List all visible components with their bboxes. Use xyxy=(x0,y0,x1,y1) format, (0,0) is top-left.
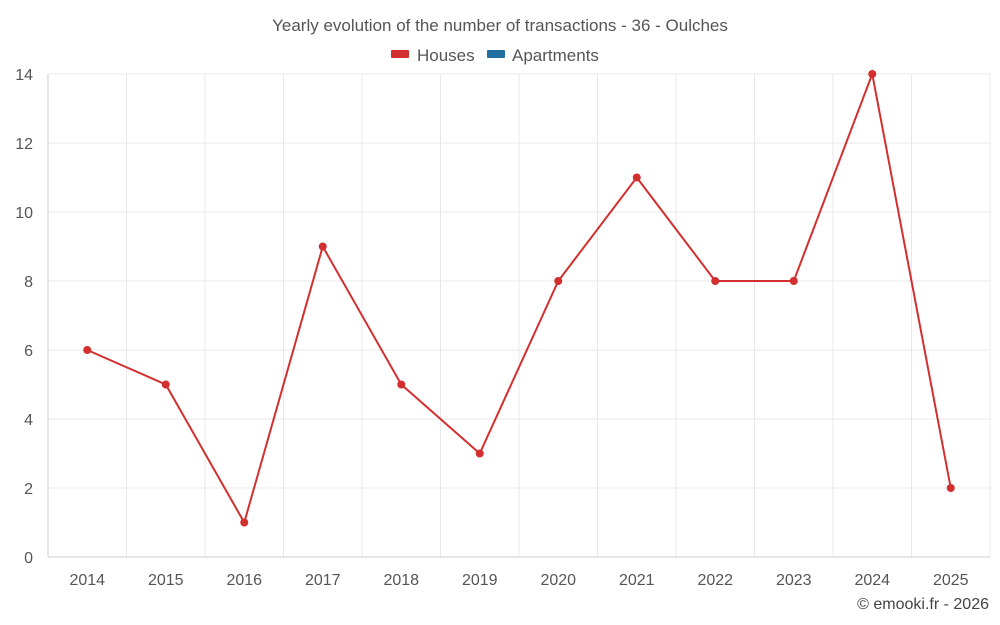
series-line-houses xyxy=(86,73,952,524)
x-tick-label: 2020 xyxy=(540,572,576,589)
y-tick-label: 2 xyxy=(24,481,33,498)
data-point-houses-2014[interactable] xyxy=(83,346,92,354)
grid xyxy=(47,73,991,557)
y-tick-label: 14 xyxy=(15,67,33,84)
y-tick-label: 8 xyxy=(24,274,33,291)
legend-swatch-apartments xyxy=(487,50,505,58)
x-tick-label: 2015 xyxy=(148,572,184,589)
data-point-houses-2024[interactable] xyxy=(868,70,877,78)
data-point-houses-2017[interactable] xyxy=(318,242,327,251)
data-point-houses-2021[interactable] xyxy=(632,173,641,182)
data-point-houses-2022[interactable] xyxy=(711,277,720,285)
series-layer xyxy=(83,70,955,527)
legend-label-houses[interactable]: Houses xyxy=(417,46,475,65)
chart-title: Yearly evolution of the number of transa… xyxy=(272,16,728,35)
x-axis: 2014 2015 2016 2017 2018 2019 2020 2021 2022 2023… xyxy=(48,556,990,589)
x-tick-label: 2023 xyxy=(776,572,812,589)
data-point-houses-2020[interactable] xyxy=(554,277,563,285)
data-point-houses-2015[interactable] xyxy=(161,380,170,389)
y-tick-label: 6 xyxy=(24,343,33,360)
data-point-houses-2025[interactable] xyxy=(946,484,955,492)
x-tick-label: 2016 xyxy=(226,572,262,589)
data-point-houses-2019[interactable] xyxy=(475,449,484,458)
data-point-houses-2023[interactable] xyxy=(789,277,798,285)
x-tick-label: 2014 xyxy=(69,572,105,589)
x-tick-label: 2017 xyxy=(305,572,341,589)
y-tick-label: 12 xyxy=(15,136,33,153)
y-tick-label: 4 xyxy=(24,412,33,429)
x-tick-label: 2022 xyxy=(697,572,733,589)
x-tick-label: 2019 xyxy=(462,572,498,589)
legend-swatch-houses xyxy=(391,50,409,58)
x-tick-label: 2024 xyxy=(854,572,890,589)
x-tick-label: 2025 xyxy=(933,572,969,589)
legend: Houses Apartments xyxy=(391,46,599,65)
y-tick-label: 10 xyxy=(15,205,33,222)
y-axis: 0 2 4 6 8 10 12 14 xyxy=(15,67,49,567)
data-point-houses-2018[interactable] xyxy=(397,380,406,389)
legend-label-apartments[interactable]: Apartments xyxy=(512,46,599,65)
x-tick-label: 2021 xyxy=(619,572,655,589)
y-tick-label: 0 xyxy=(24,550,33,567)
credit-text: © emooki.fr - 2026 xyxy=(857,596,989,613)
data-point-houses-2016[interactable] xyxy=(240,518,249,527)
x-tick-label: 2018 xyxy=(383,572,419,589)
